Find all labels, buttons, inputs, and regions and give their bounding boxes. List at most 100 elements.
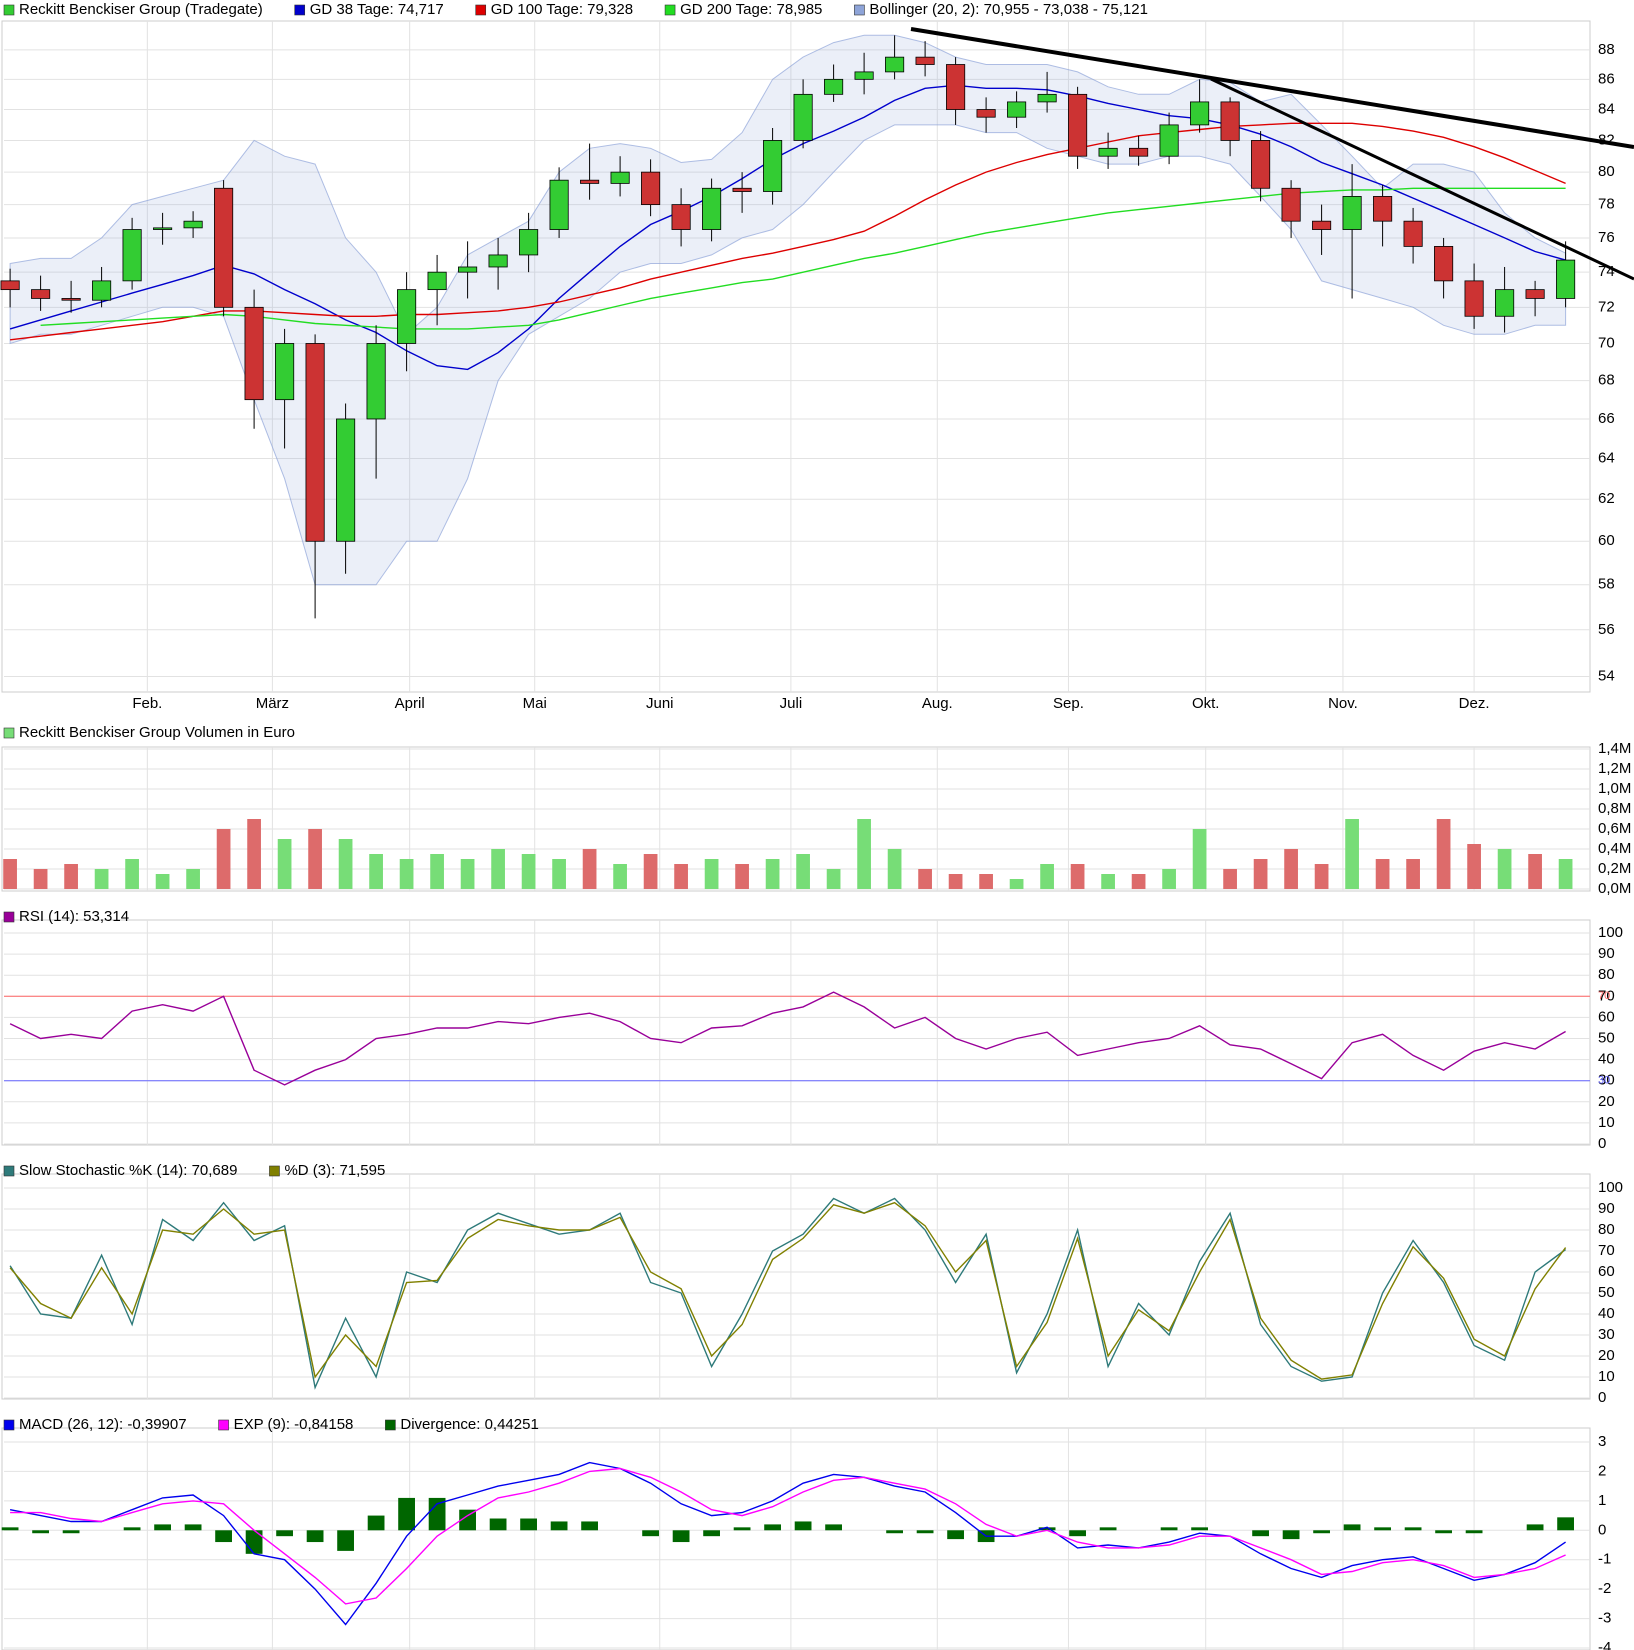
y-tick-label: 70 (1598, 987, 1615, 1004)
bar (154, 1524, 171, 1531)
bollinger-band (9, 34, 1567, 586)
bar (1528, 854, 1542, 889)
bar (1160, 1527, 1178, 1531)
x-tick-label: Juni (646, 695, 674, 712)
candle-body (976, 109, 996, 118)
legend-swatch (294, 4, 306, 16)
bar (1282, 1530, 1300, 1540)
bar (642, 1530, 659, 1537)
y-tick-label: 40 (1598, 1305, 1615, 1322)
legend-swatch (664, 4, 676, 16)
legend-label: GD 38 Tage: 74,717 (310, 1, 444, 18)
candle-body (305, 343, 325, 542)
legend-label: GD 200 Tage: 78,985 (680, 1, 822, 18)
panel-frame (1, 746, 1591, 892)
bar (794, 1521, 812, 1531)
level-label: 30 (1598, 1075, 1610, 1087)
bar (428, 1497, 446, 1531)
candle-body (1434, 246, 1454, 282)
y-tick-label: -4 (1598, 1639, 1611, 1650)
line-series (9, 1197, 1567, 1390)
x-tick-label: März (256, 695, 289, 712)
y-tick-label: 0,0M (1598, 880, 1631, 897)
bar (306, 1530, 324, 1543)
candle-body (1281, 187, 1301, 222)
y-tick-label: 40 (1598, 1051, 1615, 1068)
candle-body (915, 56, 935, 65)
bar (1526, 1524, 1544, 1531)
candle-body (1098, 147, 1118, 157)
y-tick-label: 0 (1598, 1135, 1606, 1152)
candle-body (1556, 259, 1576, 299)
candle-body (61, 298, 81, 301)
bar (398, 1497, 415, 1531)
legend-label: Slow Stochastic %K (14): 70,689 (19, 1162, 237, 1179)
bar (32, 1530, 49, 1534)
y-tick-label: 1,0M (1598, 780, 1631, 797)
y-tick-label: 1,2M (1598, 760, 1631, 777)
y-tick-label: 60 (1598, 532, 1615, 549)
bar (1009, 879, 1024, 889)
y-tick-label: 0 (1598, 1389, 1606, 1406)
level-label: 70 (1598, 990, 1610, 1002)
bar (1, 1527, 19, 1531)
candle-body (488, 254, 508, 268)
legend-swatch (3, 4, 15, 16)
y-tick-label: 64 (1598, 449, 1615, 466)
bar (672, 1530, 690, 1543)
bar (1343, 1524, 1361, 1531)
candle-body (427, 271, 447, 291)
candle-body (1251, 140, 1271, 189)
y-tick-label: 30 (1598, 1072, 1615, 1089)
candle-body (1373, 196, 1393, 222)
candle-body (1129, 147, 1149, 157)
legend-label: MACD (26, 12): -0,39907 (19, 1416, 187, 1433)
bar (765, 859, 780, 889)
bar (918, 869, 932, 889)
candle-body (702, 187, 722, 230)
bar (215, 1530, 232, 1543)
y-tick-label: 3 (1598, 1433, 1606, 1450)
y-tick-label: 72 (1598, 298, 1615, 315)
panel-frame (1, 1427, 1591, 1650)
bar (703, 1530, 720, 1537)
bar (308, 829, 322, 889)
legend-label: EXP (9): -0,84158 (234, 1416, 354, 1433)
y-tick-label: 10 (1598, 1114, 1615, 1131)
bar (916, 1530, 934, 1534)
legend-label: RSI (14): 53,314 (19, 908, 129, 925)
bar (489, 1518, 507, 1531)
line-series (10, 1467, 1566, 1605)
candle-body (366, 343, 386, 420)
y-tick-label: 30 (1598, 1326, 1615, 1343)
candle-body (1495, 289, 1515, 317)
candle-body (336, 418, 356, 542)
trend-line (1210, 77, 1634, 281)
bar (1406, 859, 1420, 889)
bar (764, 1524, 781, 1531)
y-tick-label: 1 (1598, 1492, 1606, 1509)
legend-label: %D (3): 71,595 (284, 1162, 385, 1179)
bar (186, 869, 200, 889)
trend-line (910, 27, 1634, 149)
y-tick-label: 60 (1598, 1263, 1615, 1280)
bar (1467, 844, 1481, 889)
x-tick-label: Nov. (1328, 695, 1358, 712)
legend-swatch (854, 4, 865, 16)
x-tick-label: Aug. (922, 695, 953, 712)
bar (184, 1524, 202, 1531)
bar (62, 1530, 80, 1534)
legend-swatch (3, 727, 15, 739)
bar (1313, 1530, 1330, 1534)
bar (1252, 1530, 1269, 1537)
y-tick-label: 86 (1598, 70, 1615, 87)
panel-frame (1, 20, 1591, 693)
line-series (40, 187, 1566, 330)
y-tick-label: 100 (1598, 1179, 1623, 1196)
y-tick-label: 1,4M (1598, 740, 1631, 757)
candle-body (885, 56, 905, 73)
bar (1070, 864, 1085, 889)
bar (886, 1530, 903, 1534)
candle-body (1312, 220, 1332, 230)
